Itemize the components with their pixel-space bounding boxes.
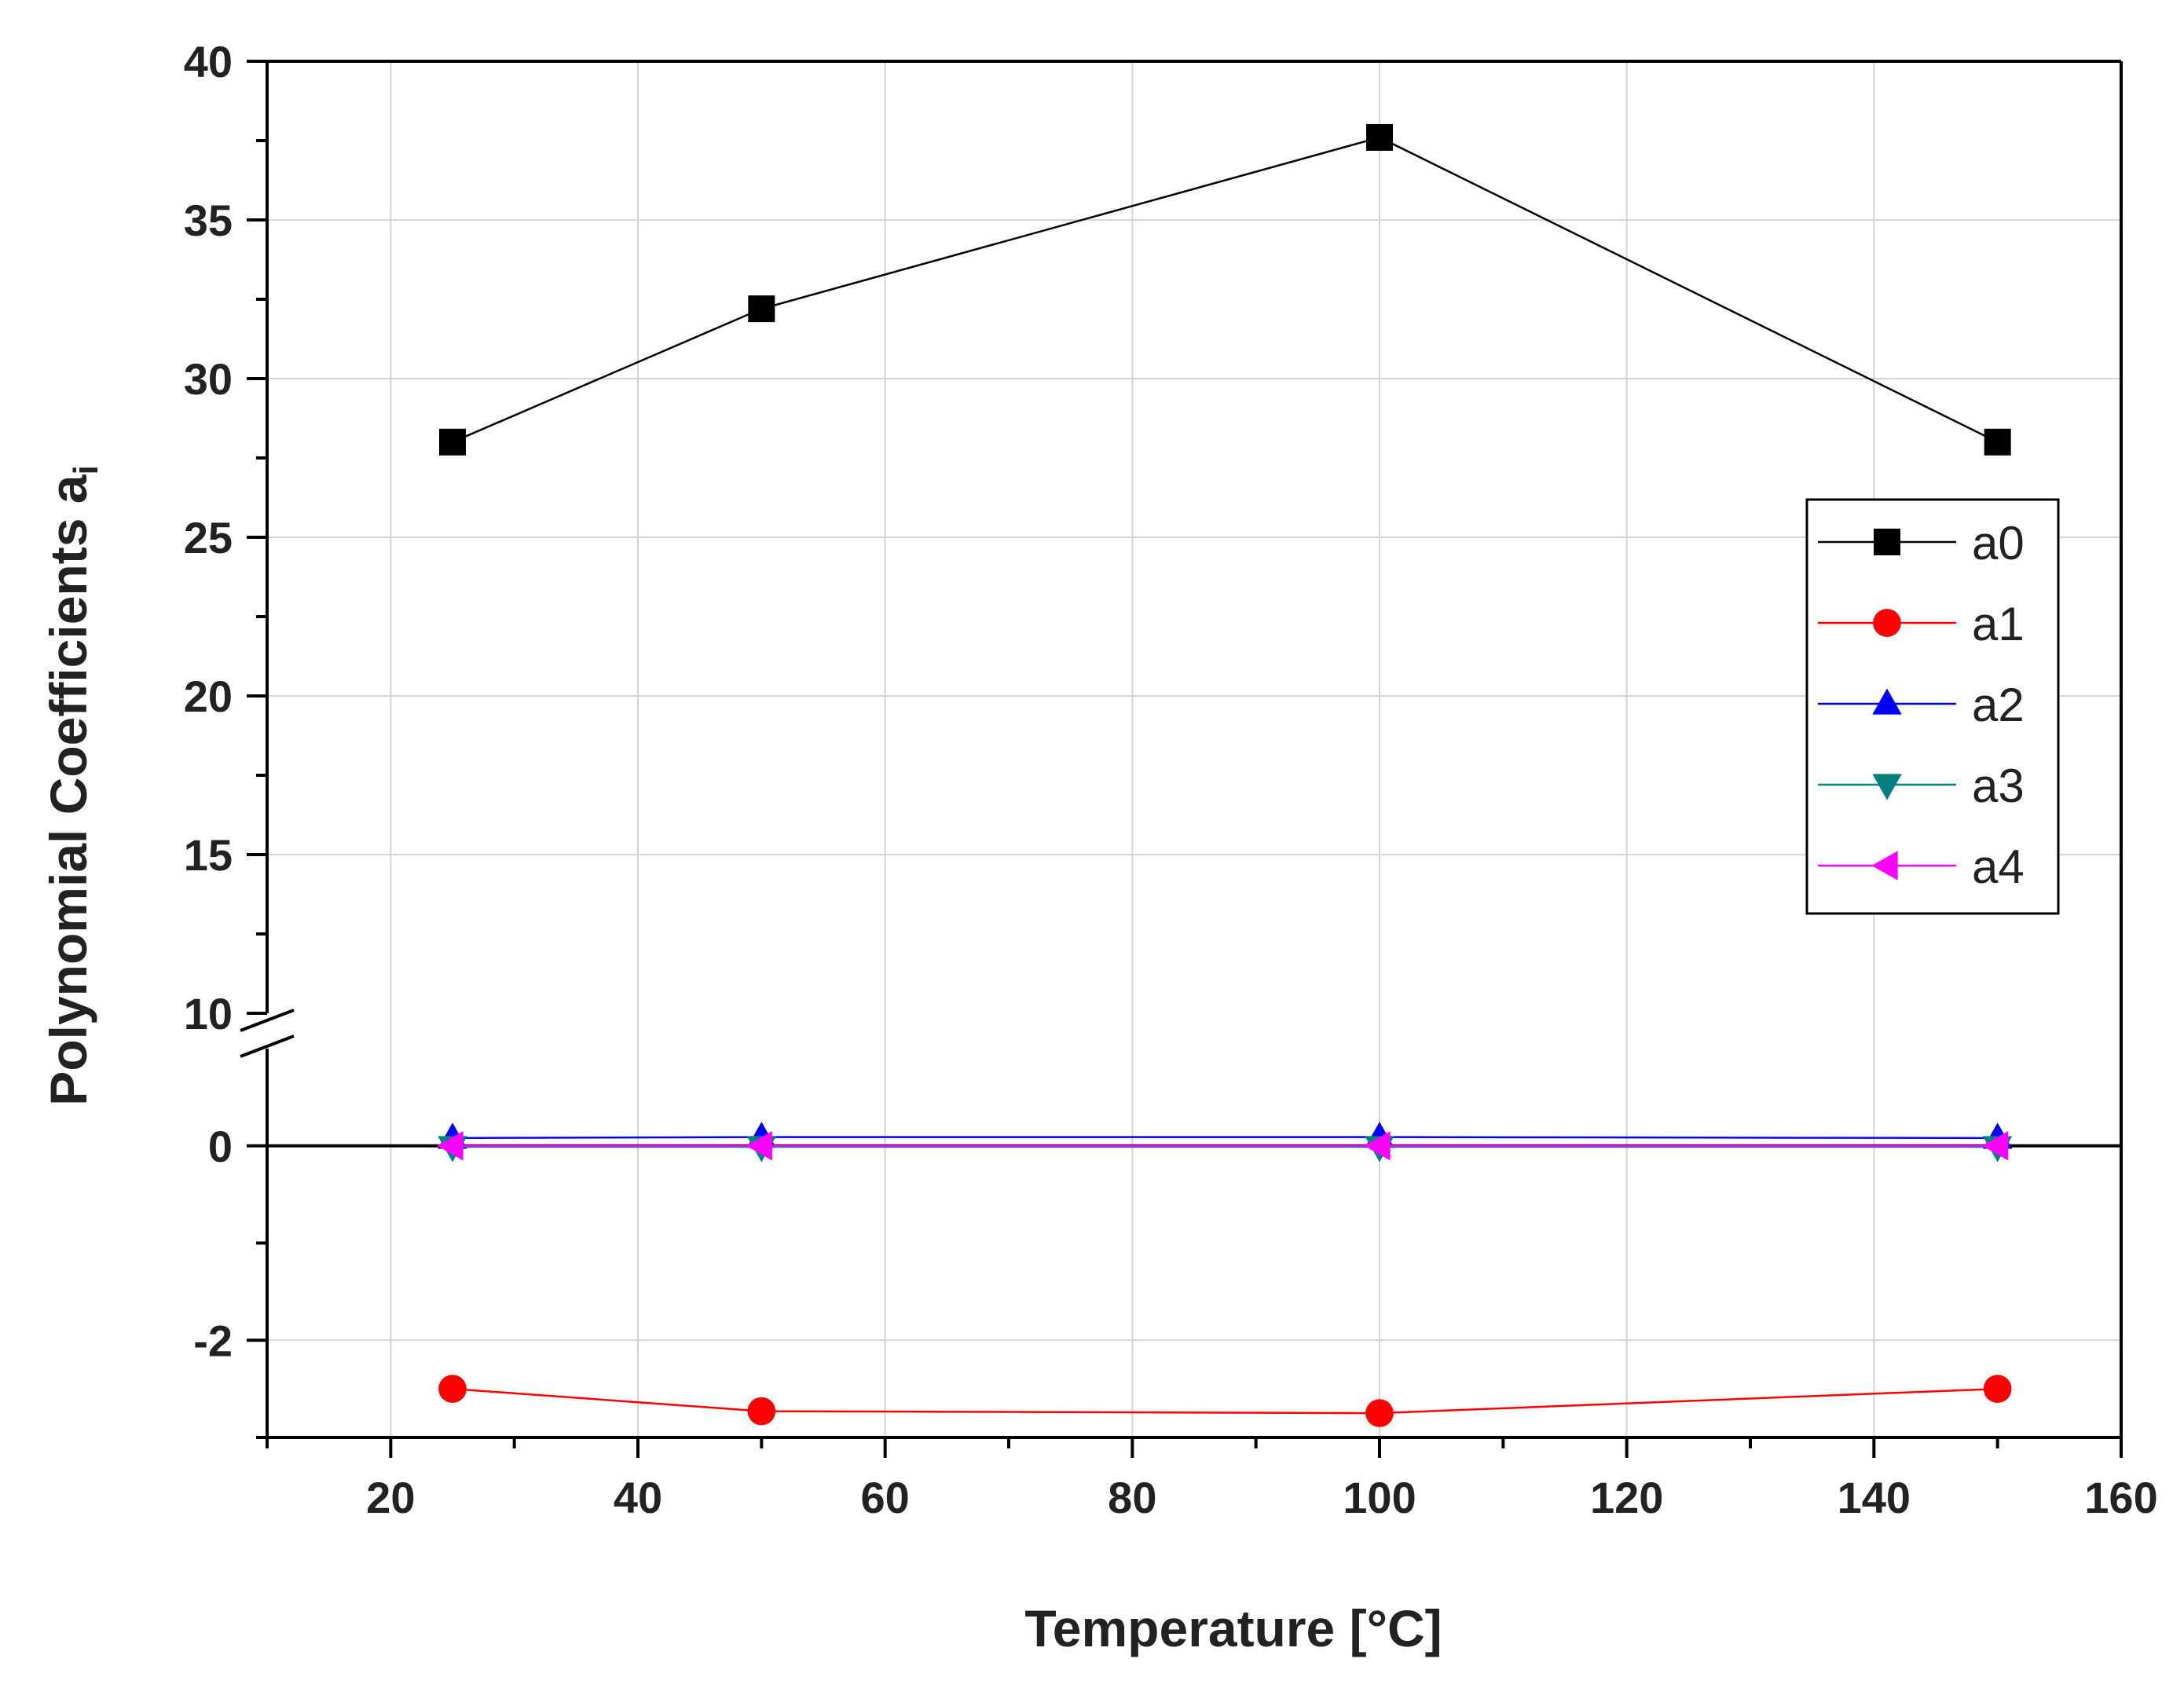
x-tick-label: 40 — [614, 1473, 662, 1522]
series-line-a2 — [452, 1136, 1998, 1140]
series-a0 — [439, 123, 2011, 456]
y-axis-title: Polynomial Coefficients ai — [39, 465, 105, 1105]
legend-box — [1805, 498, 2060, 915]
series-line-a1 — [452, 1387, 1998, 1415]
series-line-a0 — [452, 136, 1999, 443]
y-tick-label: 0 — [208, 1122, 233, 1171]
legend-item-a1: a1 — [1818, 598, 2025, 650]
legend-marker — [1872, 774, 1902, 800]
legend-marker — [1872, 688, 1902, 715]
y-axis-title-main: Polynomial Coefficients a — [39, 474, 97, 1105]
svg-text:Polynomial Coefficients ai: Polynomial Coefficients ai — [39, 465, 105, 1105]
legend-label: a3 — [1972, 760, 2025, 812]
data-point-a0 — [1984, 428, 2011, 456]
y-tick-label: 35 — [184, 196, 233, 245]
legend-marker — [1874, 529, 1900, 555]
data-point-a4 — [1982, 1131, 2009, 1161]
y-tick-label: 30 — [184, 354, 233, 404]
data-point-a4 — [746, 1131, 772, 1161]
legend-marker — [1871, 851, 1898, 881]
data-point-a4 — [437, 1131, 464, 1161]
data-point-a0 — [748, 295, 775, 323]
axis-break-mark — [240, 1009, 295, 1032]
axis-break-mark — [240, 1034, 295, 1058]
legend-label: a0 — [1972, 517, 2025, 569]
x-tick-label: 80 — [1108, 1473, 1156, 1522]
legend-item-a3: a3 — [1818, 760, 2025, 812]
legend-marker — [1873, 609, 1901, 637]
data-point-a0 — [439, 428, 466, 456]
legend: a0 a1 a2 a3 a4 — [1805, 498, 2060, 915]
legend-item-a2: a2 — [1818, 679, 2025, 731]
legend-label: a2 — [1972, 679, 2025, 731]
y-tick-label: 40 — [184, 37, 233, 86]
series-a1 — [438, 1375, 2012, 1427]
x-tick-label: 20 — [366, 1473, 415, 1522]
x-tick-label: 160 — [2084, 1473, 2157, 1522]
x-tick-label: 140 — [1838, 1473, 1911, 1522]
data-point-a1 — [438, 1375, 467, 1403]
data-point-a1 — [1365, 1399, 1394, 1427]
data-point-a1 — [1983, 1375, 2012, 1403]
legend-label: a1 — [1972, 598, 2025, 650]
legend-item-a0: a0 — [1818, 517, 2025, 569]
data-point-a1 — [747, 1397, 776, 1426]
data-point-a4 — [1364, 1131, 1391, 1161]
series-layer — [437, 123, 2013, 1427]
y-axis-title-subscript: i — [67, 465, 105, 474]
x-tick-label: 120 — [1590, 1473, 1663, 1522]
y-tick-label: 25 — [184, 513, 233, 562]
legend-item-a4: a4 — [1818, 840, 2025, 893]
x-tick-label: 100 — [1343, 1473, 1416, 1522]
tick-labels: 20 40 60 80 100 120 140 160 10 15 20 25 30 35 40 -2 0 — [184, 37, 2158, 1522]
series-a3 — [438, 1136, 2013, 1163]
series-a4 — [437, 1131, 2009, 1161]
y-tick-label: 20 — [184, 672, 233, 721]
x-tick-label: 60 — [861, 1473, 910, 1522]
data-point-a0 — [1366, 123, 1393, 151]
y-tick-label: 10 — [184, 989, 233, 1038]
y-tick-label: 15 — [184, 830, 233, 880]
y-tick-label: -2 — [193, 1316, 233, 1365]
legend-label: a4 — [1972, 840, 2025, 893]
x-axis-title: Temperature [°C] — [1024, 1599, 1442, 1657]
